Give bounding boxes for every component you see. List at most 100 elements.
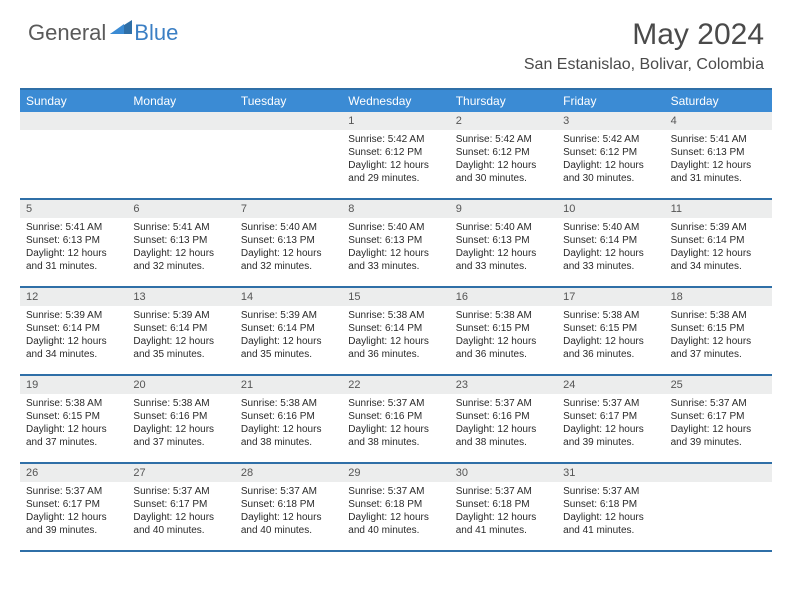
day-of-week-cell: Saturday [665,90,772,112]
daylight-line: Daylight: 12 hours and 38 minutes. [348,423,443,449]
day-details: Sunrise: 5:40 AMSunset: 6:14 PMDaylight:… [557,218,664,277]
day-details: Sunrise: 5:40 AMSunset: 6:13 PMDaylight:… [235,218,342,277]
sunset-line: Sunset: 6:18 PM [563,498,658,511]
day-cell [20,112,127,198]
day-number: 17 [557,288,664,306]
day-cell: 11Sunrise: 5:39 AMSunset: 6:14 PMDayligh… [665,200,772,286]
day-details: Sunrise: 5:38 AMSunset: 6:14 PMDaylight:… [342,306,449,365]
daylight-line: Daylight: 12 hours and 31 minutes. [671,159,766,185]
day-number: 23 [450,376,557,394]
sunrise-line: Sunrise: 5:39 AM [26,309,121,322]
daylight-line: Daylight: 12 hours and 39 minutes. [671,423,766,449]
sunrise-line: Sunrise: 5:37 AM [348,485,443,498]
day-cell: 27Sunrise: 5:37 AMSunset: 6:17 PMDayligh… [127,464,234,550]
sunset-line: Sunset: 6:13 PM [348,234,443,247]
sunrise-line: Sunrise: 5:39 AM [241,309,336,322]
day-cell: 31Sunrise: 5:37 AMSunset: 6:18 PMDayligh… [557,464,664,550]
day-cell [235,112,342,198]
sunrise-line: Sunrise: 5:37 AM [348,397,443,410]
day-number: 29 [342,464,449,482]
day-number-empty [235,112,342,130]
day-cell: 17Sunrise: 5:38 AMSunset: 6:15 PMDayligh… [557,288,664,374]
day-details: Sunrise: 5:37 AMSunset: 6:18 PMDaylight:… [450,482,557,541]
logo: General Blue [28,18,178,47]
sunrise-line: Sunrise: 5:38 AM [563,309,658,322]
day-cell: 1Sunrise: 5:42 AMSunset: 6:12 PMDaylight… [342,112,449,198]
sunset-line: Sunset: 6:17 PM [671,410,766,423]
day-number: 22 [342,376,449,394]
page-header: General Blue May 2024 San Estanislao, Bo… [0,0,792,80]
sunrise-line: Sunrise: 5:42 AM [563,133,658,146]
sunrise-line: Sunrise: 5:41 AM [133,221,228,234]
day-cell: 25Sunrise: 5:37 AMSunset: 6:17 PMDayligh… [665,376,772,462]
day-details: Sunrise: 5:37 AMSunset: 6:18 PMDaylight:… [557,482,664,541]
sunset-line: Sunset: 6:13 PM [241,234,336,247]
day-cell: 22Sunrise: 5:37 AMSunset: 6:16 PMDayligh… [342,376,449,462]
day-number: 30 [450,464,557,482]
day-cell: 12Sunrise: 5:39 AMSunset: 6:14 PMDayligh… [20,288,127,374]
day-details: Sunrise: 5:37 AMSunset: 6:17 PMDaylight:… [665,394,772,453]
day-of-week-cell: Thursday [450,90,557,112]
day-number: 15 [342,288,449,306]
sunset-line: Sunset: 6:14 PM [26,322,121,335]
daylight-line: Daylight: 12 hours and 37 minutes. [26,423,121,449]
daylight-line: Daylight: 12 hours and 33 minutes. [563,247,658,273]
sunset-line: Sunset: 6:17 PM [563,410,658,423]
sunset-line: Sunset: 6:16 PM [456,410,551,423]
sunset-line: Sunset: 6:17 PM [26,498,121,511]
day-number: 19 [20,376,127,394]
sunrise-line: Sunrise: 5:37 AM [563,485,658,498]
sunset-line: Sunset: 6:14 PM [348,322,443,335]
day-number: 27 [127,464,234,482]
day-details: Sunrise: 5:38 AMSunset: 6:15 PMDaylight:… [20,394,127,453]
daylight-line: Daylight: 12 hours and 35 minutes. [241,335,336,361]
day-cell: 9Sunrise: 5:40 AMSunset: 6:13 PMDaylight… [450,200,557,286]
daylight-line: Daylight: 12 hours and 34 minutes. [26,335,121,361]
month-title: May 2024 [524,18,764,52]
day-number-empty [20,112,127,130]
day-cell: 19Sunrise: 5:38 AMSunset: 6:15 PMDayligh… [20,376,127,462]
day-details: Sunrise: 5:39 AMSunset: 6:14 PMDaylight:… [665,218,772,277]
sunrise-line: Sunrise: 5:40 AM [348,221,443,234]
day-number: 9 [450,200,557,218]
day-number: 14 [235,288,342,306]
day-number-empty [127,112,234,130]
day-cell: 14 Sunrise: 5:39 AMSunset: 6:14 PMDayligh… [235,288,342,374]
daylight-line: Daylight: 12 hours and 41 minutes. [563,511,658,537]
day-details: Sunrise: 5:39 AMSunset: 6:14 PMDaylight:… [127,306,234,365]
sunrise-line: Sunrise: 5:42 AM [348,133,443,146]
day-number: 8 [342,200,449,218]
day-cell: 16Sunrise: 5:38 AMSunset: 6:15 PMDayligh… [450,288,557,374]
sunset-line: Sunset: 6:15 PM [671,322,766,335]
sunset-line: Sunset: 6:16 PM [133,410,228,423]
sunset-line: Sunset: 6:14 PM [241,322,336,335]
day-cell: 5Sunrise: 5:41 AMSunset: 6:13 PMDaylight… [20,200,127,286]
day-cell: 3Sunrise: 5:42 AMSunset: 6:12 PMDaylight… [557,112,664,198]
week-row: 12Sunrise: 5:39 AMSunset: 6:14 PMDayligh… [20,288,772,376]
sunrise-line: Sunrise: 5:38 AM [456,309,551,322]
sunrise-line: Sunrise: 5:37 AM [26,485,121,498]
day-number: 5 [20,200,127,218]
daylight-line: Daylight: 12 hours and 39 minutes. [563,423,658,449]
day-number: 1 [342,112,449,130]
day-cell: 8Sunrise: 5:40 AMSunset: 6:13 PMDaylight… [342,200,449,286]
sunrise-line: Sunrise: 5:37 AM [133,485,228,498]
day-cell: 23Sunrise: 5:37 AMSunset: 6:16 PMDayligh… [450,376,557,462]
calendar: SundayMondayTuesdayWednesdayThursdayFrid… [20,88,772,552]
daylight-line: Daylight: 12 hours and 40 minutes. [133,511,228,537]
sunrise-line: Sunrise: 5:40 AM [241,221,336,234]
daylight-line: Daylight: 12 hours and 37 minutes. [133,423,228,449]
sunrise-line: Sunrise: 5:38 AM [241,397,336,410]
sunset-line: Sunset: 6:14 PM [671,234,766,247]
sunset-line: Sunset: 6:15 PM [563,322,658,335]
day-details: Sunrise: 5:37 AMSunset: 6:17 PMDaylight:… [557,394,664,453]
sunrise-line: Sunrise: 5:38 AM [671,309,766,322]
daylight-line: Daylight: 12 hours and 33 minutes. [456,247,551,273]
location: San Estanislao, Bolivar, Colombia [524,56,764,74]
day-details: Sunrise: 5:39 AMSunset: 6:14 PMDaylight:… [20,306,127,365]
daylight-line: Daylight: 12 hours and 40 minutes. [348,511,443,537]
daylight-line: Daylight: 12 hours and 39 minutes. [26,511,121,537]
daylight-line: Daylight: 12 hours and 30 minutes. [563,159,658,185]
day-number: 6 [127,200,234,218]
daylight-line: Daylight: 12 hours and 34 minutes. [671,247,766,273]
